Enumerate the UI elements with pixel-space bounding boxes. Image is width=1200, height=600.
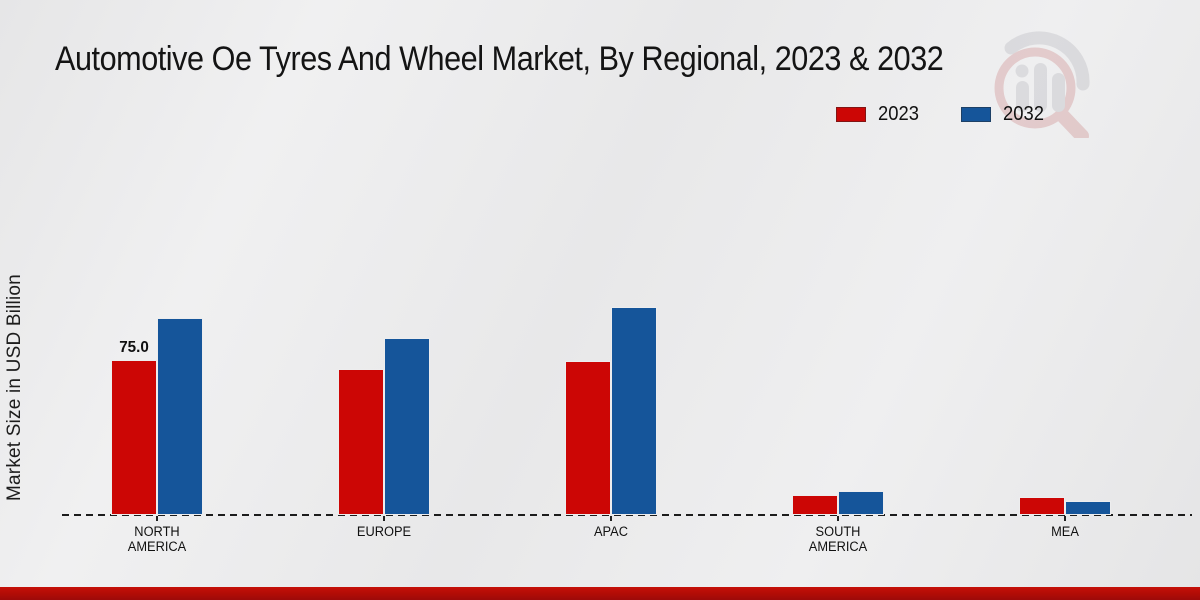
x-axis-label-apac: APAC [551, 524, 671, 539]
x-axis-label-line: AMERICA [808, 539, 867, 554]
bar-2023-south-america [792, 495, 838, 515]
x-axis-tick-apac [609, 516, 612, 521]
bar-2032-south-america [838, 491, 884, 515]
x-axis-label-line: MEA [1050, 524, 1079, 539]
legend-item-2023: 2023 [836, 103, 923, 126]
x-axis-label-line: SOUTH [815, 524, 860, 539]
watermark-logo [985, 26, 1095, 143]
x-axis-label-north-america: NORTH AMERICA [97, 524, 217, 554]
legend-item-2032: 2032 [960, 103, 1048, 126]
footer-accent-bar [0, 587, 1200, 600]
x-axis-label-line: EUROPE [356, 524, 411, 539]
bar-value-label-north-america: 75.0 [119, 339, 149, 356]
legend-label: 2023 [878, 103, 919, 125]
x-axis-tick-north-america [155, 516, 158, 521]
bar-2032-north-america [157, 318, 203, 515]
legend-label: 2032 [1002, 103, 1044, 125]
bar-2032-europe [384, 338, 430, 515]
bar-2023-apac [565, 361, 611, 515]
x-axis-tick-europe [382, 516, 385, 521]
x-axis-tick-south-america [836, 516, 839, 521]
bar-2023-europe [338, 369, 384, 515]
x-axis-label-line: APAC [593, 524, 628, 539]
legend-swatch [960, 107, 991, 122]
bar-2032-mea [1065, 501, 1111, 515]
chart-title: Automotive Oe Tyres And Wheel Market, By… [55, 40, 944, 78]
x-axis-label-line: NORTH [133, 524, 180, 539]
x-axis-label-europe: EUROPE [324, 524, 444, 539]
legend: 2023 2032 [836, 103, 1047, 126]
bar-2023-mea [1019, 497, 1065, 515]
x-axis-dashed-line [62, 514, 1192, 516]
x-axis-tick-mea [1063, 516, 1066, 521]
x-axis-label-mea: MEA [1005, 524, 1125, 539]
bar-2023-north-america [111, 360, 157, 515]
legend-swatch [836, 107, 866, 122]
x-axis-label-south-america: SOUTH AMERICA [778, 524, 898, 554]
magnifier-bar-chart-icon [994, 31, 1090, 143]
bar-2032-apac [611, 307, 657, 515]
x-axis-label-line: AMERICA [127, 539, 186, 554]
